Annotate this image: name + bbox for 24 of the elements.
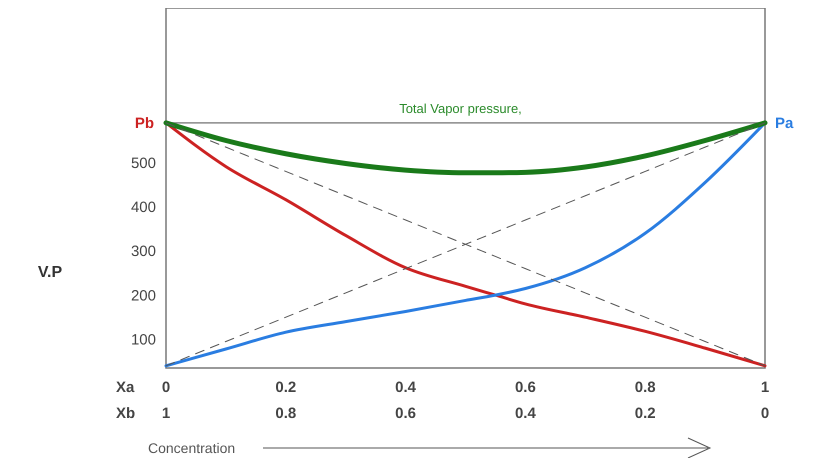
y-axis-title: V.P — [38, 264, 62, 282]
x-tick-label: 0.4 — [395, 379, 417, 396]
annotation: Pa — [775, 115, 794, 132]
x-tick-label: 1 — [760, 379, 770, 396]
y-tick-label: 300 — [130, 243, 156, 260]
x-tick-label: 0.6 — [514, 379, 536, 396]
y-tick-label: 500 — [130, 154, 156, 172]
ref-line-label: Total Vapor pressure, — [399, 100, 522, 116]
x2-tick-label: 1 — [162, 405, 170, 422]
x2-tick-label: 0.6 — [395, 405, 416, 422]
x2-axis-title: Xb — [116, 405, 136, 422]
y-tick-label: 200 — [130, 287, 156, 304]
x-tick-label: 0.2 — [275, 379, 296, 396]
x2-tick-label: 0 — [760, 405, 770, 422]
x-tick-label: 0.8 — [634, 379, 656, 396]
x2-tick-label: 0.8 — [275, 405, 296, 422]
y-tick-label: 100 — [130, 332, 156, 349]
x-tick-label: 0 — [162, 379, 170, 396]
annotation: Pb — [134, 115, 154, 132]
text: Concentration — [148, 440, 236, 456]
y-tick-label: 400 — [130, 199, 156, 216]
x-axis-title: Xa — [116, 379, 136, 396]
x2-tick-label: 0.2 — [634, 405, 656, 422]
x2-tick-label: 0.4 — [514, 405, 536, 422]
